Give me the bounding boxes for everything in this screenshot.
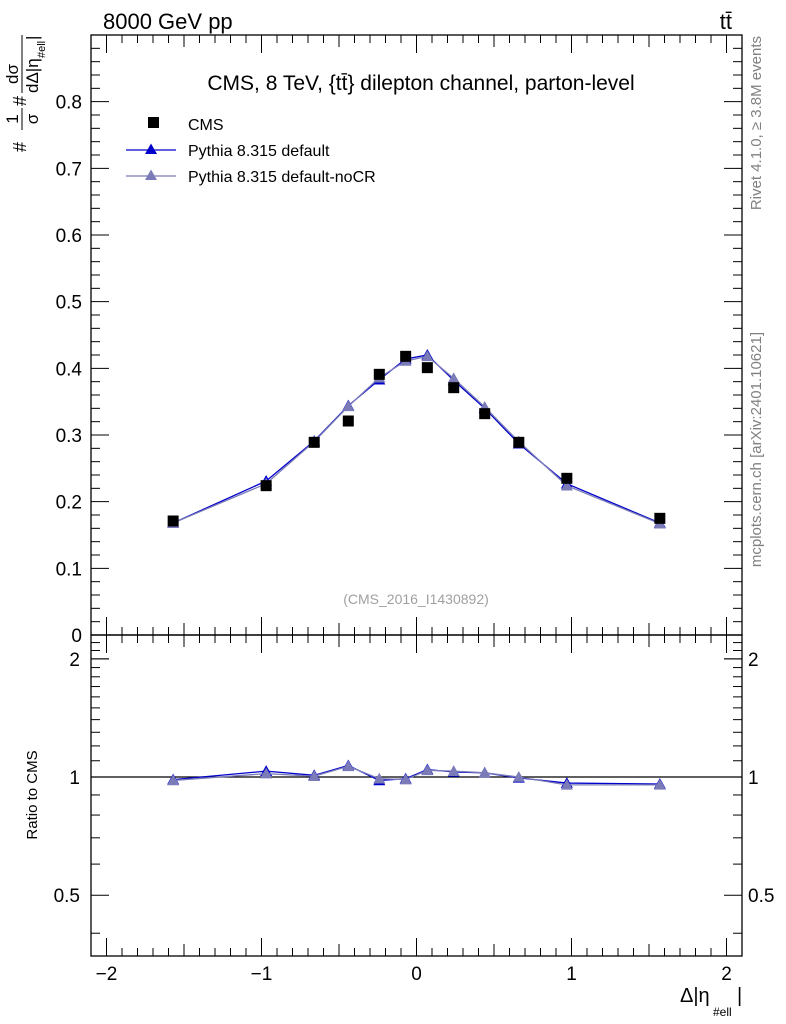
series-point-nocr bbox=[421, 350, 434, 362]
cms-data-point bbox=[561, 472, 573, 484]
main-x-ticks bbox=[90, 35, 743, 635]
legend-label-default: Pythia 8.315 default bbox=[188, 143, 330, 160]
cms-data-point bbox=[308, 436, 320, 448]
ratio-point-nocr bbox=[373, 772, 386, 784]
cms-data-point bbox=[342, 415, 354, 427]
rivet-info-label: Rivet 4.1.0, ≥ 3.8M events bbox=[748, 36, 765, 210]
x-label-end: | bbox=[737, 985, 742, 1007]
ratio-point-nocr bbox=[399, 773, 412, 785]
series-point-nocr bbox=[342, 400, 355, 412]
header-beam-label: 8000 GeV pp bbox=[103, 9, 233, 34]
ratio-point-nocr bbox=[308, 770, 321, 781]
series-point-nocr bbox=[447, 372, 460, 384]
ratio-y-tick-label-right: 1 bbox=[748, 768, 759, 789]
ratio-y-axis-label: Ratio to CMS bbox=[24, 750, 41, 839]
legend-label-nocr: Pythia 8.315 default-noCR bbox=[188, 169, 376, 186]
ratio-x-tick-label: 0 bbox=[411, 964, 422, 985]
main-y-tick-label-zero: 0 bbox=[71, 626, 82, 647]
y-label-prefix: # bbox=[10, 142, 30, 152]
ratio-x-tick-label: 2 bbox=[721, 964, 732, 985]
cms-data-point bbox=[260, 480, 272, 492]
main-series-layer bbox=[167, 349, 666, 529]
ratio-y-tick-label: 1 bbox=[69, 768, 80, 789]
main-y-tick-label: 0.2 bbox=[56, 493, 82, 514]
ratio-point-nocr bbox=[512, 771, 525, 782]
cms-data-point bbox=[421, 362, 433, 374]
legend-label-cms: CMS bbox=[188, 117, 224, 134]
y-label-frac1-num: 1 bbox=[3, 114, 22, 123]
legend-marker-default bbox=[145, 143, 157, 154]
mcplots-info-label: mcplots.cern.ch [arXiv:2401.10621] bbox=[748, 332, 765, 567]
y-label-den-end: | bbox=[23, 36, 42, 40]
ratio-y-tick-label: 0.5 bbox=[54, 886, 80, 907]
ratio-series-layer bbox=[167, 759, 666, 790]
ratio-x-tick-label: 1 bbox=[566, 964, 577, 985]
legend-marker-nocr bbox=[145, 169, 157, 180]
ratio-x-axis: −2 −1 0 1 2 bbox=[90, 635, 743, 985]
main-y-tick-label: 0.1 bbox=[56, 559, 82, 580]
ratio-point-nocr bbox=[478, 766, 491, 778]
legend: CMS Pythia 8.315 default Pythia 8.315 de… bbox=[126, 117, 376, 186]
y-label-frac2-num: dσ bbox=[3, 64, 22, 84]
x-label-sub: #ell bbox=[713, 1005, 732, 1019]
header-process-label: tt̄ bbox=[720, 9, 732, 34]
cms-data-point bbox=[513, 436, 525, 448]
ratio-point-nocr bbox=[447, 765, 460, 776]
series-point-nocr bbox=[560, 479, 573, 491]
y-label-frac2-den: dΔ|η bbox=[23, 58, 42, 93]
cms-data-point bbox=[373, 368, 385, 380]
main-y-axis: 0.1 0.2 0.3 0.4 0.5 0.6 0.7 0.8 0 bbox=[56, 34, 742, 647]
ratio-y-tick-label-right: 0.5 bbox=[748, 886, 774, 907]
main-panel: 0.1 0.2 0.3 0.4 0.5 0.6 0.7 0.8 0 CMS, 8 TeV, {t… bbox=[3, 34, 743, 647]
x-label-main: Δ|η bbox=[680, 985, 710, 1007]
main-y-tick-label: 0.4 bbox=[56, 359, 83, 380]
y-label-frac1-den: σ bbox=[23, 113, 42, 124]
ratio-point-nocr bbox=[260, 767, 273, 779]
ratio-line-nocr bbox=[173, 765, 660, 786]
ratio-point-nocr bbox=[653, 778, 666, 790]
cms-data-point bbox=[654, 512, 666, 524]
ratio-y-tick-label-right: 2 bbox=[748, 650, 759, 671]
ratio-x-tick-label: −1 bbox=[251, 964, 273, 985]
ratio-panel: 0.5 0.5 1 1 2 2 −2 −1 0 1 2 Ratio to CMS Δ|η #ell… bbox=[24, 634, 774, 1019]
chart-title: CMS, 8 TeV, {tt̄} dilepton channel, part… bbox=[207, 72, 634, 95]
ratio-point-nocr bbox=[167, 774, 180, 786]
ratio-frame bbox=[90, 634, 743, 957]
ratio-point-nocr bbox=[342, 760, 355, 772]
cms-data-point bbox=[479, 408, 491, 420]
ratio-y-axis: 0.5 0.5 1 1 2 2 bbox=[54, 642, 774, 934]
analysis-watermark: (CMS_2016_I1430892) bbox=[343, 591, 489, 607]
main-y-axis-label: # 1 σ # dσ dΔ|η #ell | bbox=[3, 35, 48, 152]
series-line-default bbox=[172, 354, 661, 524]
main-y-tick-label: 0.8 bbox=[56, 93, 82, 114]
main-y-tick-label: 0.3 bbox=[56, 426, 82, 447]
series-line-nocr bbox=[172, 355, 661, 525]
legend-marker-cms bbox=[148, 117, 159, 128]
ratio-point-nocr bbox=[560, 778, 573, 790]
cms-data-point bbox=[400, 350, 412, 362]
y-label-mid: # bbox=[10, 96, 30, 106]
main-y-tick-label: 0.7 bbox=[56, 159, 82, 180]
main-y-tick-label: 0.5 bbox=[56, 293, 82, 314]
y-label-den-sub: #ell bbox=[36, 41, 48, 58]
cms-data-point bbox=[448, 382, 460, 394]
ratio-point-nocr bbox=[421, 764, 434, 776]
main-y-tick-label: 0.6 bbox=[56, 226, 82, 247]
ratio-y-tick-label: 2 bbox=[69, 650, 80, 671]
ratio-x-tick-label: −2 bbox=[96, 964, 118, 985]
cms-data-point bbox=[167, 515, 179, 527]
x-axis-label: Δ|η #ell | bbox=[680, 985, 742, 1019]
